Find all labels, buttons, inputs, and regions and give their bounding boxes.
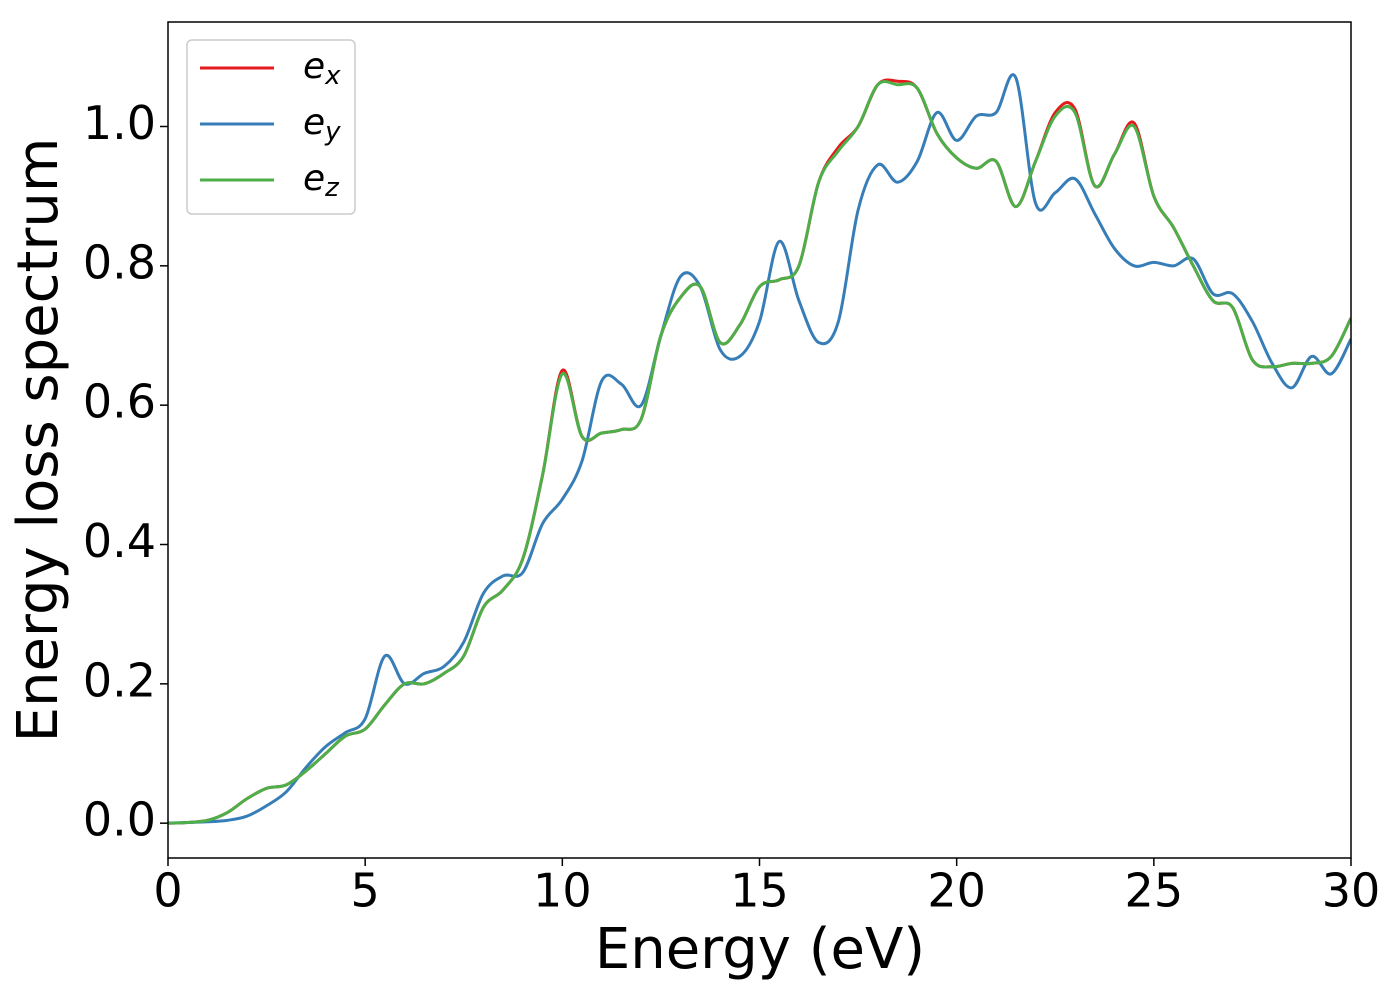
x-axis-label: Energy (eV) — [595, 917, 925, 982]
x-tick-label: 15 — [730, 864, 789, 918]
legend-label: ex — [303, 46, 341, 91]
y-tick-label: 0.6 — [83, 375, 156, 429]
y-tick-label: 1.0 — [83, 96, 156, 150]
x-tick-label: 10 — [533, 864, 592, 918]
legend-label: ey — [303, 102, 341, 147]
plot-frame — [167, 21, 1352, 859]
series-line — [168, 73, 1351, 825]
x-tick-label: 30 — [1322, 864, 1381, 918]
x-tick-label: 20 — [927, 864, 986, 918]
legend-box — [186, 39, 356, 215]
y-tick-label: 0.4 — [83, 514, 156, 568]
x-tick-label: 0 — [153, 864, 182, 918]
legend-label: ez — [303, 158, 340, 203]
series-line — [168, 79, 1351, 825]
y-tick-label: 0.0 — [83, 793, 156, 847]
x-tick-label: 5 — [351, 864, 380, 918]
y-tick-label: 0.8 — [83, 235, 156, 289]
x-tick-label: 25 — [1125, 864, 1184, 918]
y-axis-label: Energy loss spectrum — [6, 138, 71, 743]
y-tick-label: 0.2 — [83, 653, 156, 707]
